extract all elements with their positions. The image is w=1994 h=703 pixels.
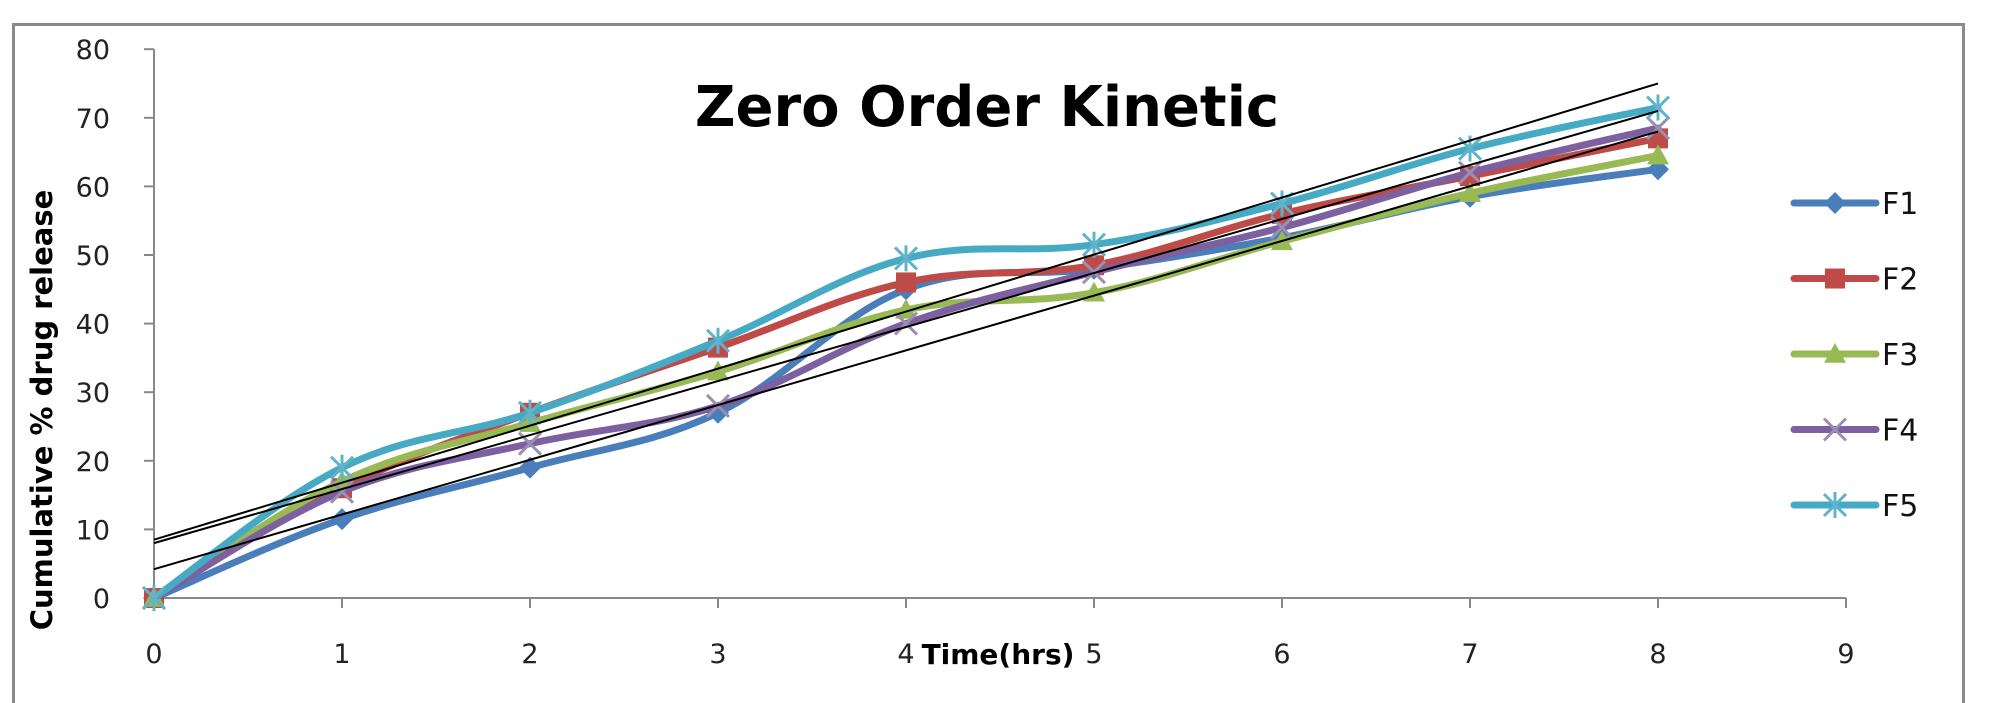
x-tick-label: 3	[709, 639, 726, 670]
legend-label: F1	[1882, 187, 1918, 222]
star-marker-icon	[141, 585, 167, 611]
chart-title: Zero Order Kinetic	[695, 75, 1279, 140]
legend-label: F4	[1882, 414, 1918, 449]
legend-label: F3	[1882, 338, 1918, 373]
series-f5	[141, 94, 1671, 611]
x-tick-label: 4	[897, 639, 914, 670]
star-marker-icon	[705, 327, 731, 354]
x-tick-label: 7	[1461, 639, 1478, 670]
x-tick-label: 5	[1085, 639, 1102, 670]
y-tick-label: 0	[93, 584, 110, 615]
x-tick-label: 6	[1273, 639, 1290, 670]
series-line	[150, 152, 1662, 602]
x-tick-label: 9	[1837, 639, 1854, 670]
x-marker-icon	[1645, 116, 1671, 141]
x-tick-label: 1	[333, 639, 350, 670]
y-tick-label: 60	[76, 172, 110, 203]
x-marker-icon	[1822, 417, 1848, 442]
x-marker-icon	[893, 311, 919, 336]
legend-item-f4: F4	[1790, 414, 1918, 449]
legend-label: F2	[1882, 263, 1918, 298]
y-tick-label: 70	[76, 104, 110, 135]
trendline	[153, 109, 1659, 545]
star-marker-icon	[893, 245, 919, 272]
series-line	[150, 124, 1662, 602]
data-series	[141, 94, 1671, 611]
star-marker-icon	[329, 454, 355, 481]
star-marker-icon	[1645, 94, 1671, 121]
legend-item-f2: F2	[1790, 263, 1918, 298]
x-tick-label: 8	[1649, 639, 1666, 670]
trendline	[153, 82, 1659, 541]
series-f4	[141, 116, 1671, 611]
x-tick-label: 2	[521, 639, 538, 670]
x-axis-title: Time(hrs)	[922, 638, 1075, 671]
legend-item-f1: F1	[1790, 187, 1918, 222]
triangle-marker-icon	[1459, 182, 1481, 203]
legend-label: F5	[1882, 489, 1918, 524]
star-marker-icon	[517, 399, 543, 426]
triangle-marker-icon	[707, 360, 729, 381]
legend: F1 F2 F3 F4 F5	[1790, 187, 1918, 524]
square-marker-icon	[896, 272, 916, 293]
y-tick-label: 40	[76, 310, 110, 341]
y-axis-title: Cumulative % drug release	[25, 190, 59, 631]
axes: 0 10 20 30 40 50 60 70 80 0 1 2 3 4 5 6 7 8 9	[76, 35, 1855, 670]
triangle-marker-icon	[1824, 343, 1846, 363]
x-tick-label: 0	[145, 639, 162, 670]
legend-item-f3: F3	[1790, 338, 1918, 373]
diamond-marker-icon	[1824, 192, 1846, 214]
y-tick-label: 50	[76, 241, 110, 272]
series-f1	[143, 158, 1669, 609]
series-line	[150, 104, 1662, 602]
trendline	[153, 130, 1659, 571]
x-marker-icon	[1457, 160, 1483, 185]
y-tick-label: 10	[76, 515, 110, 546]
line-chart: 0 10 20 30 40 50 60 70 80 0 1 2 3 4 5 6 7 8 9 Zero Order K…	[25, 35, 1918, 671]
series-f3	[143, 144, 1669, 607]
y-tick-label: 80	[76, 35, 110, 66]
y-tick-label: 20	[76, 447, 110, 478]
series-line	[150, 165, 1662, 602]
trendlines	[153, 82, 1659, 571]
square-marker-icon	[1825, 268, 1845, 289]
triangle-marker-icon	[1647, 144, 1669, 165]
star-marker-icon	[1822, 492, 1848, 518]
legend-item-f5: F5	[1790, 489, 1918, 524]
y-tick-label: 30	[76, 378, 110, 409]
